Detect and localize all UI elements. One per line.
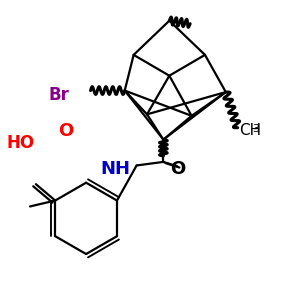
Text: HO: HO xyxy=(7,134,35,152)
Text: CH: CH xyxy=(239,123,261,138)
Text: Br: Br xyxy=(49,86,70,104)
Text: O: O xyxy=(171,160,186,178)
Text: 3: 3 xyxy=(253,124,260,134)
Text: NH: NH xyxy=(101,160,131,178)
Text: O: O xyxy=(58,122,73,140)
